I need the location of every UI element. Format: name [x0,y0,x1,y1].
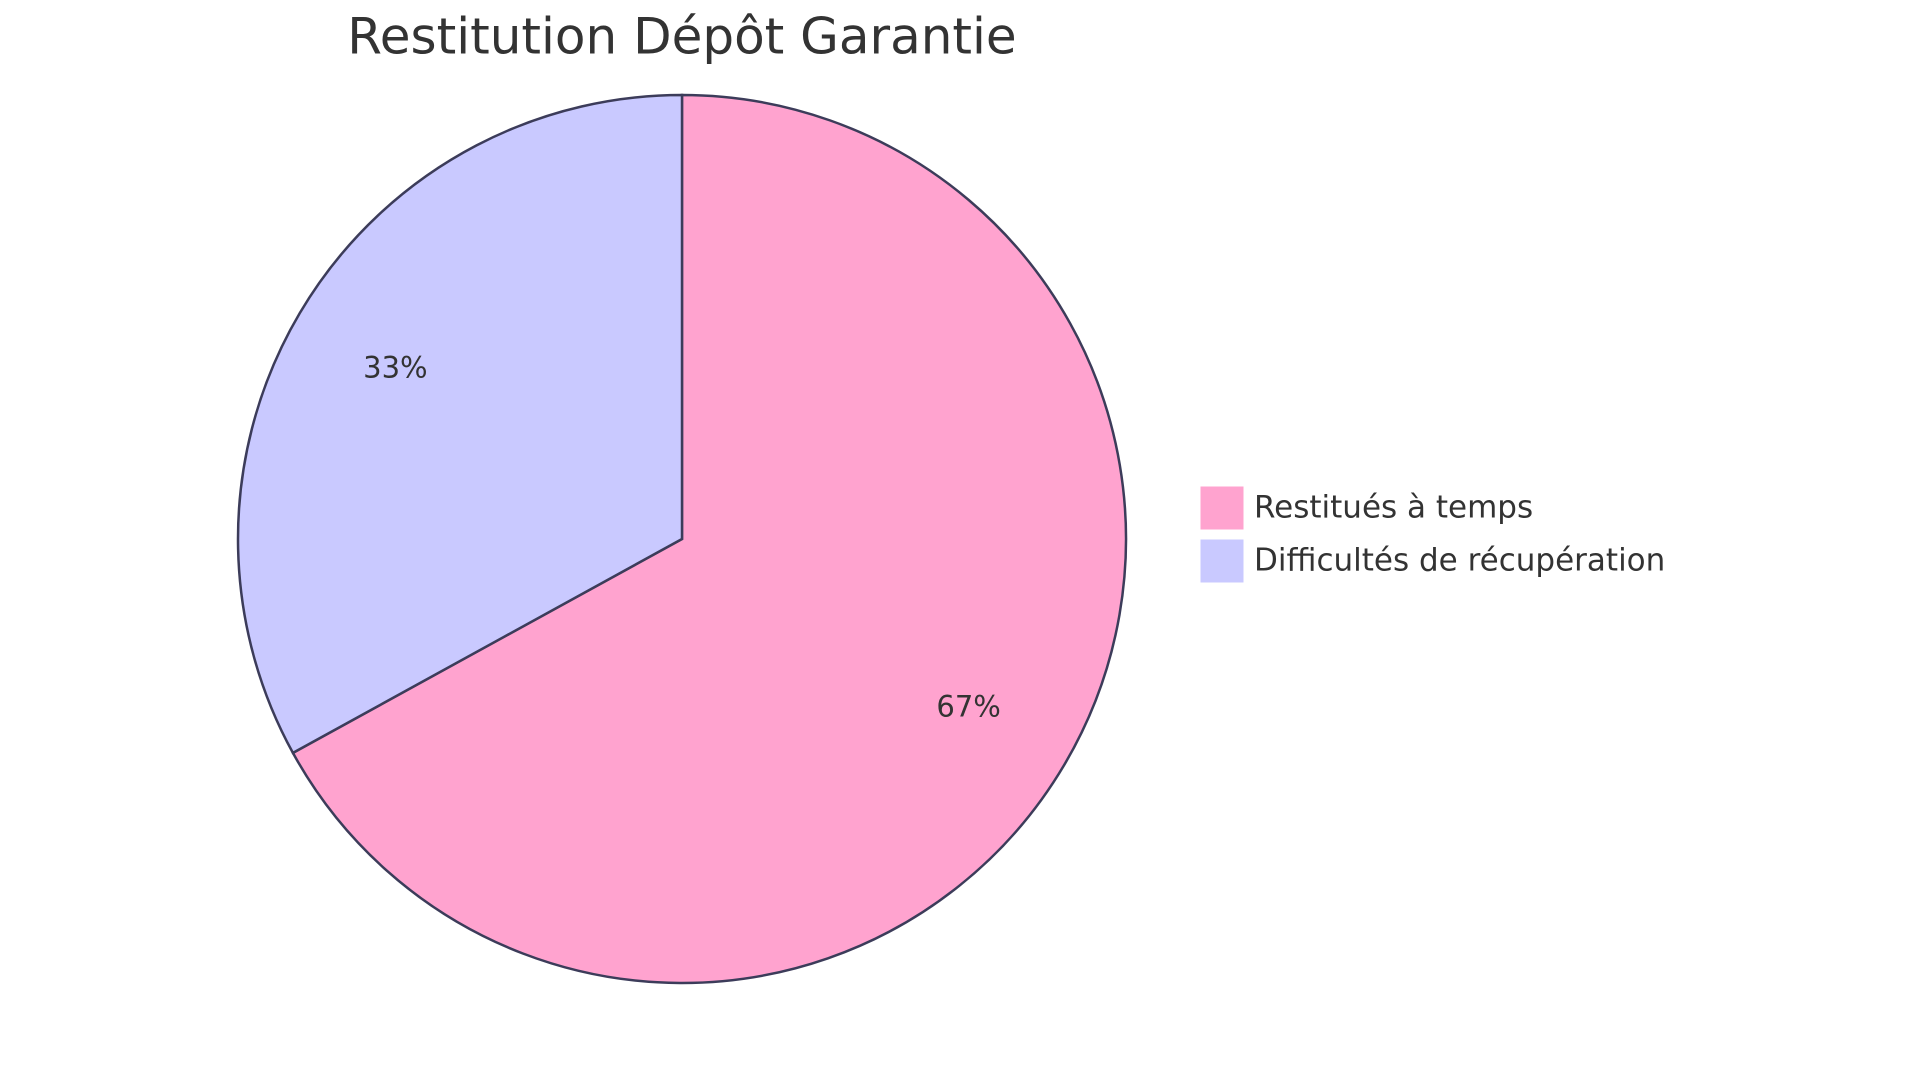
legend-swatch [1199,485,1245,531]
pie-slice [291,93,1128,985]
legend-swatch [1199,538,1245,584]
slice-label: 33% [363,350,427,384]
pie-slice [236,93,684,755]
legend-label: Restitués à temps [1254,490,1533,526]
slice-label: 67% [936,690,1000,724]
chart-title: Restitution Dépôt Garantie [347,8,1016,66]
legend-label: Difficultés de récupération [1254,543,1665,579]
